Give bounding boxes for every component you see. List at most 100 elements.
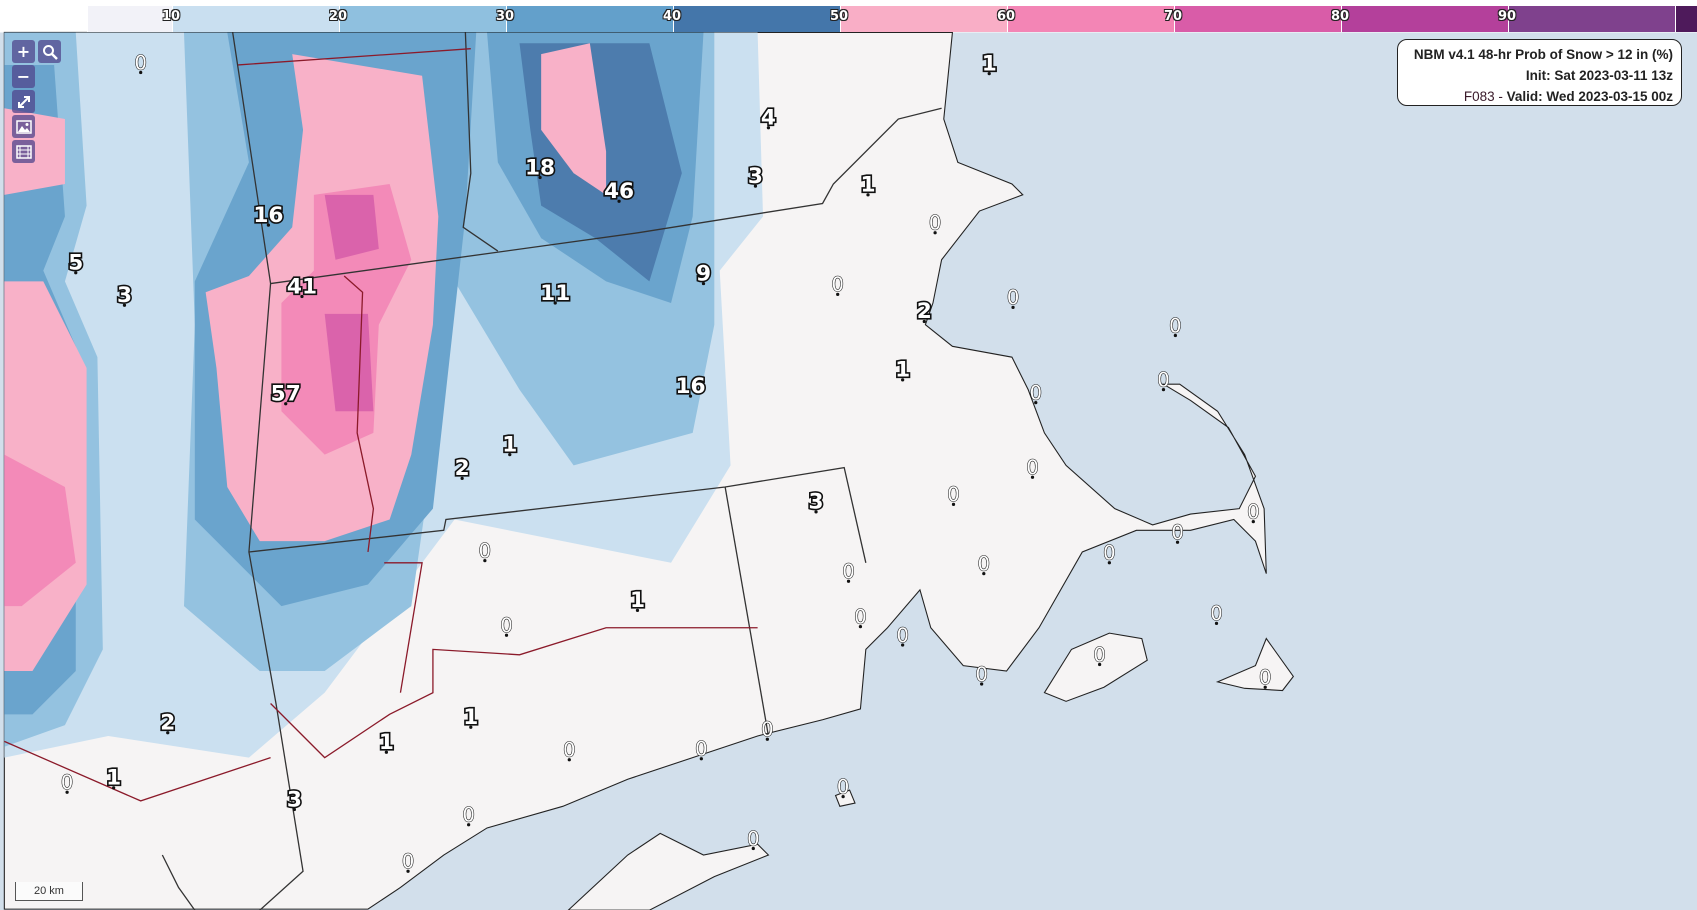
map-info-legend: NBM v4.1 48-hr Prob of Snow > 12 in (%) … [1397, 39, 1682, 106]
station-dot [982, 571, 986, 576]
point-value-label: 0 [1247, 500, 1260, 524]
nantucket [1215, 637, 1295, 692]
station-dot [112, 786, 116, 790]
zoom-in-icon: + [16, 42, 31, 61]
station-dot [139, 70, 143, 75]
station-dot [406, 869, 410, 873]
colorbar-bin: 40 [663, 6, 840, 32]
search-button[interactable] [38, 40, 61, 63]
svg-text:4: 4 [761, 105, 776, 130]
svg-text:0: 0 [61, 771, 73, 794]
svg-text:2: 2 [455, 456, 470, 481]
station-dot [122, 303, 127, 307]
fullscreen-button[interactable] [12, 90, 35, 113]
svg-text:0: 0 [1259, 666, 1271, 689]
svg-text:1: 1 [630, 588, 645, 613]
point-value-label: 0 [500, 614, 513, 638]
station-dot [866, 193, 870, 197]
point-value-label: 0 [1258, 665, 1271, 689]
station-dot [538, 175, 542, 180]
colorbar-tick-label: 90 [1498, 9, 1517, 24]
svg-text:0: 0 [854, 605, 866, 628]
station-dot [1030, 475, 1035, 479]
point-value-label: 41 [285, 273, 318, 301]
scale-bar: 20 km [15, 882, 83, 901]
station-dot [987, 71, 991, 76]
station-dot [1161, 388, 1166, 392]
svg-text:0: 0 [842, 560, 854, 583]
station-dot [753, 184, 758, 188]
station-dot [553, 301, 557, 305]
svg-text:0: 0 [1210, 602, 1222, 625]
animation-button[interactable] [12, 140, 35, 163]
colorbar-bin: 80 [1331, 6, 1508, 32]
point-value-label: 1 [104, 764, 122, 792]
point-value-label: 2 [159, 709, 177, 737]
point-value-label: 0 [60, 770, 73, 794]
county-lines [4, 48, 758, 802]
svg-text:0: 0 [1103, 542, 1115, 565]
svg-text:0: 0 [747, 827, 759, 850]
colorbar-bin: 90 [1498, 6, 1675, 32]
station-dot [384, 750, 389, 754]
station-dot [467, 823, 471, 827]
svg-text:1: 1 [379, 730, 394, 755]
point-value-label: 3 [807, 488, 825, 516]
legend-init: Init: Sat 2023-03-11 13z [1525, 68, 1673, 83]
colorbar-tick-label: 50 [830, 9, 849, 24]
svg-text:0: 0 [1007, 286, 1019, 309]
svg-text:0: 0 [896, 624, 908, 647]
colorbar-bin: 60 [997, 6, 1174, 32]
point-value-label: 0 [478, 539, 491, 563]
svg-text:9: 9 [696, 261, 711, 286]
animation-film-icon [15, 144, 32, 159]
station-dot [508, 452, 512, 457]
station-dot [933, 231, 937, 235]
station-dot [1097, 662, 1102, 667]
colorbar-bin: 30 [496, 6, 673, 32]
save-image-button[interactable] [12, 115, 35, 138]
point-value-label: 1 [377, 728, 395, 756]
point-value-label: 3 [746, 162, 764, 190]
point-value-label: 1 [859, 171, 877, 199]
zoom-in-button[interactable]: + [12, 40, 35, 63]
colorbar-tick-label: 40 [663, 9, 682, 24]
fullscreen-icon [17, 95, 30, 108]
station-dot [292, 807, 297, 812]
point-value-label: 0 [134, 51, 147, 75]
point-value-label: 46 [602, 177, 635, 205]
point-value-label: 0 [401, 849, 414, 873]
svg-text:0: 0 [929, 211, 941, 234]
svg-text:3: 3 [117, 283, 132, 308]
point-value-label: 1 [628, 587, 646, 615]
point-value-label: 0 [836, 775, 849, 799]
svg-text:0: 0 [563, 739, 575, 762]
point-value-label: 57 [269, 380, 302, 408]
station-dot [701, 281, 706, 286]
colorbar-bin [87, 6, 172, 32]
point-value-label: 0 [831, 273, 844, 297]
station-dot [266, 223, 271, 227]
point-value-label: 2 [453, 455, 471, 483]
svg-text:3: 3 [287, 787, 302, 812]
station-dot [617, 199, 621, 203]
point-value-label: 4 [759, 104, 777, 132]
colorbar-tick-label: 30 [496, 9, 515, 24]
point-value-label: 1 [893, 356, 911, 384]
colorbar-bin: 20 [329, 6, 506, 32]
point-value-label: 0 [695, 737, 708, 761]
svg-text:0: 0 [402, 850, 414, 873]
station-dot [836, 292, 840, 297]
station-dot [65, 790, 69, 794]
point-value-label: 0 [975, 662, 988, 686]
zoom-out-button[interactable]: − [12, 65, 35, 88]
svg-text:0: 0 [761, 718, 773, 741]
forecast-hour: F083 [1463, 89, 1495, 104]
point-value-label: 0 [1026, 456, 1039, 480]
svg-text:3: 3 [809, 490, 824, 515]
point-value-label: 0 [1157, 368, 1170, 392]
point-value-label: 3 [285, 786, 303, 814]
station-dot [469, 725, 473, 729]
